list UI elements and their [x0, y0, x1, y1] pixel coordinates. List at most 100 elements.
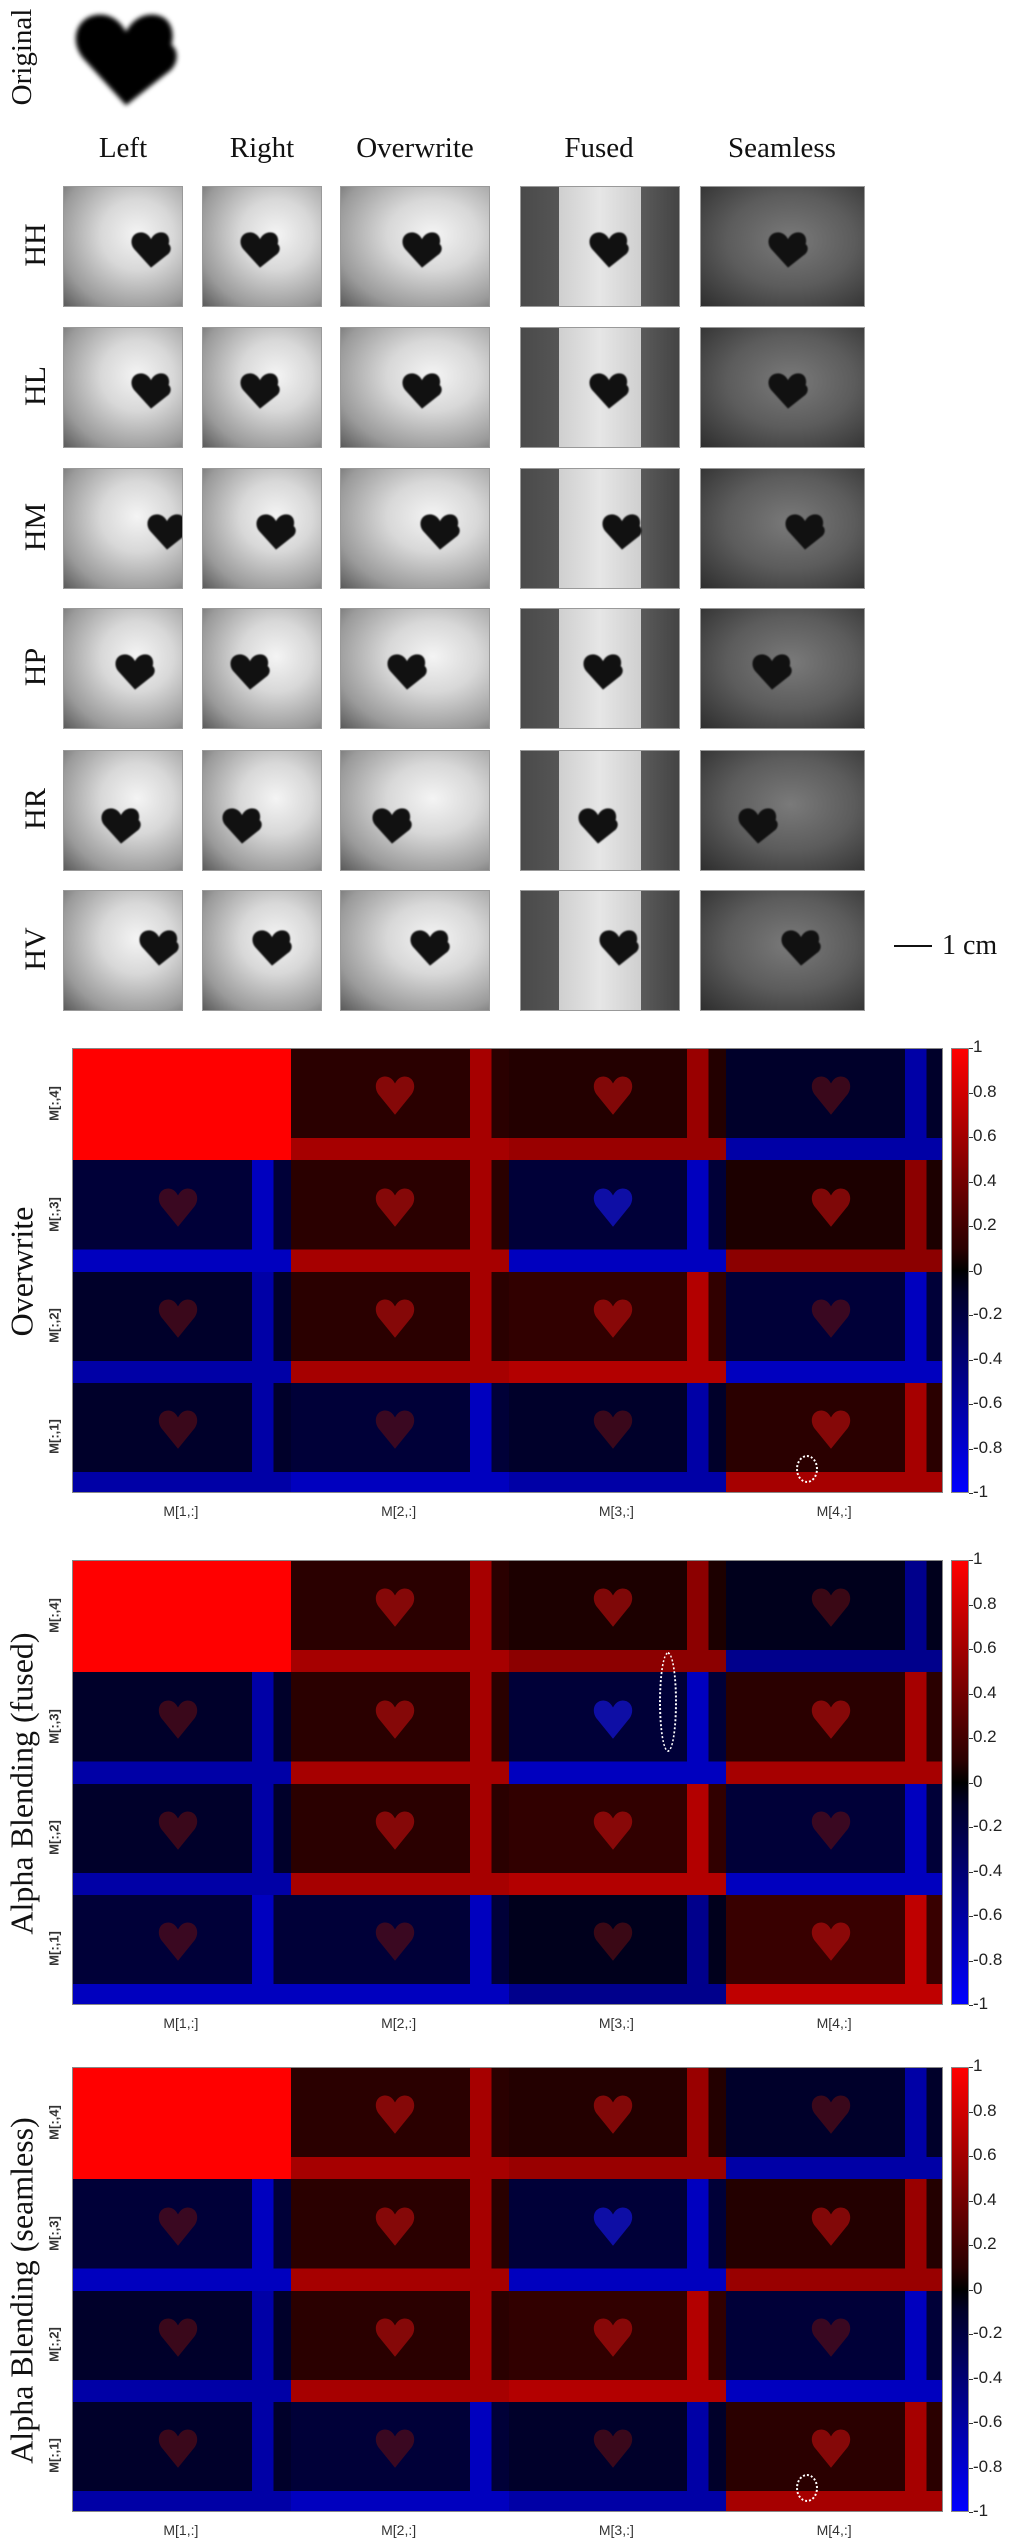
heart-icon: [401, 370, 443, 412]
heatmap-block: [290, 1783, 509, 1895]
colorbar-tick-label: -0.6: [973, 1393, 1003, 1412]
colorbar-tick-label: -0.2: [973, 1816, 1003, 1835]
heart-icon: [239, 370, 281, 412]
colorbar-tick-label: 0.4: [973, 1170, 997, 1190]
heart-icon: [373, 1585, 417, 1629]
heart-icon: [591, 1407, 635, 1451]
heart-icon: [809, 2092, 853, 2136]
colorbar-tick-mark: [969, 2200, 973, 2202]
heart-icon: [591, 1296, 635, 1340]
colorbar-tick-label: 1: [973, 1549, 983, 1568]
heart-icon: [591, 1185, 635, 1229]
y-axis-label: M[:,3]: [46, 1709, 62, 1744]
heart-icon: [156, 1407, 200, 1451]
heatmap-title: Alpha Blending (seamless): [3, 2116, 40, 2464]
heart-icon: [409, 927, 451, 969]
heatmap-block: [726, 1672, 942, 1784]
photo-hp-seamless: [700, 608, 865, 729]
heatmap-block: [290, 2290, 509, 2402]
colorbar-tick-label: -0.4: [973, 1348, 1003, 1368]
y-axis-label: M[:,1]: [46, 1931, 62, 1967]
heatmap-block: [73, 1672, 291, 1784]
heatmap-block: [508, 1894, 727, 2004]
colorbar-tick-label: 0.4: [973, 1682, 997, 1702]
colorbar-tick-mark: [969, 1226, 973, 1227]
colorbar-tick-label: 0.6: [973, 1126, 997, 1145]
heatmap-block: [290, 2068, 509, 2180]
heart-icon: [809, 1073, 853, 1117]
heart-icon: [591, 2426, 635, 2470]
photo-hm-left: [63, 468, 183, 589]
heatmap-block: [726, 1049, 942, 1161]
x-axis-label: M[4,:]: [816, 2015, 852, 2031]
scale-bar-line: [894, 945, 932, 947]
photo-hl-fused: [520, 327, 680, 448]
column-header-seamless: Seamless: [728, 132, 836, 164]
heart-icon: [373, 1073, 417, 1117]
y-axis-label: M[:,3]: [46, 1197, 62, 1232]
colorbar-tick-mark: [969, 1048, 973, 1049]
heatmap-block: [726, 1271, 942, 1383]
photo-hm-seamless: [700, 468, 865, 589]
photo-hp-overwrite: [340, 608, 490, 729]
photo-hl-left: [63, 327, 183, 448]
y-axis-label: M[:,2]: [46, 1308, 62, 1343]
heart-icon: [156, 1697, 200, 1741]
colorbar-tick-label: -1: [973, 2501, 989, 2520]
y-axis-label: M[:,3]: [46, 2216, 62, 2251]
photo-hl-right: [202, 327, 322, 448]
photo-hv-seamless: [700, 890, 865, 1011]
photo-hr-overwrite: [340, 750, 490, 871]
heart-icon: [114, 651, 156, 693]
photo-hv-overwrite: [340, 890, 490, 1011]
colorbar-tick-mark: [969, 1359, 973, 1361]
colorbar-tick-label: 1: [973, 1037, 983, 1056]
heatmap-title: Overwrite: [3, 1206, 40, 1336]
colorbar-tick-label: -0.2: [973, 2323, 1003, 2342]
heart-icon: [130, 370, 172, 412]
heart-icon: [591, 2092, 635, 2136]
colorbar-tick-label: 0.2: [973, 2234, 997, 2253]
heart-icon: [156, 1919, 200, 1963]
heart-icon: [373, 1407, 417, 1451]
colorbar-tick-label: 0.8: [973, 1081, 997, 1101]
heatmap-block: [73, 1382, 291, 1492]
colorbar-tick-label: 0.6: [973, 1638, 997, 1657]
colorbar-tick-label: 0.8: [973, 2100, 997, 2120]
heart-icon: [386, 651, 428, 693]
heart-icon: [751, 651, 793, 693]
colorbar: [951, 2067, 969, 2512]
heatmap-plot: [72, 2067, 943, 2512]
heart-icon: [767, 229, 809, 271]
colorbar: [951, 1560, 969, 2005]
photo-hp-fused: [520, 608, 680, 729]
heatmap-block: [73, 1049, 291, 1161]
heatmap-block: [726, 2290, 942, 2402]
annotation-ellipse: [658, 1652, 677, 1753]
heart-icon: [809, 1407, 853, 1451]
x-axis-label: M[3,:]: [598, 1503, 634, 1519]
heart-icon: [371, 805, 413, 847]
colorbar-tick-mark: [969, 1649, 973, 1650]
heatmap-block: [290, 1160, 509, 1272]
colorbar-tick-mark: [969, 1916, 973, 1917]
colorbar-tick-label: -0.6: [973, 1905, 1003, 1924]
heart-icon: [156, 1296, 200, 1340]
x-axis-label: M[4,:]: [816, 1503, 852, 1519]
heatmap-block: [290, 1382, 509, 1492]
heart-icon: [577, 805, 619, 847]
heatmap-block: [73, 1561, 291, 1673]
heart-icon: [373, 1919, 417, 1963]
colorbar-tick-mark: [969, 2245, 973, 2246]
heatmap-block: [290, 1672, 509, 1784]
heatmap-block: [508, 1160, 727, 1272]
photo-hr-right: [202, 750, 322, 871]
heart-icon: [156, 2315, 200, 2359]
y-axis-label: M[:,4]: [46, 2104, 62, 2140]
heart-icon: [809, 2204, 853, 2248]
heart-icon: [809, 1919, 853, 1963]
heatmap-plot: [72, 1560, 943, 2005]
heatmap-block: [508, 1783, 727, 1895]
colorbar-tick-mark: [969, 2289, 973, 2291]
heart-icon: [601, 511, 643, 553]
